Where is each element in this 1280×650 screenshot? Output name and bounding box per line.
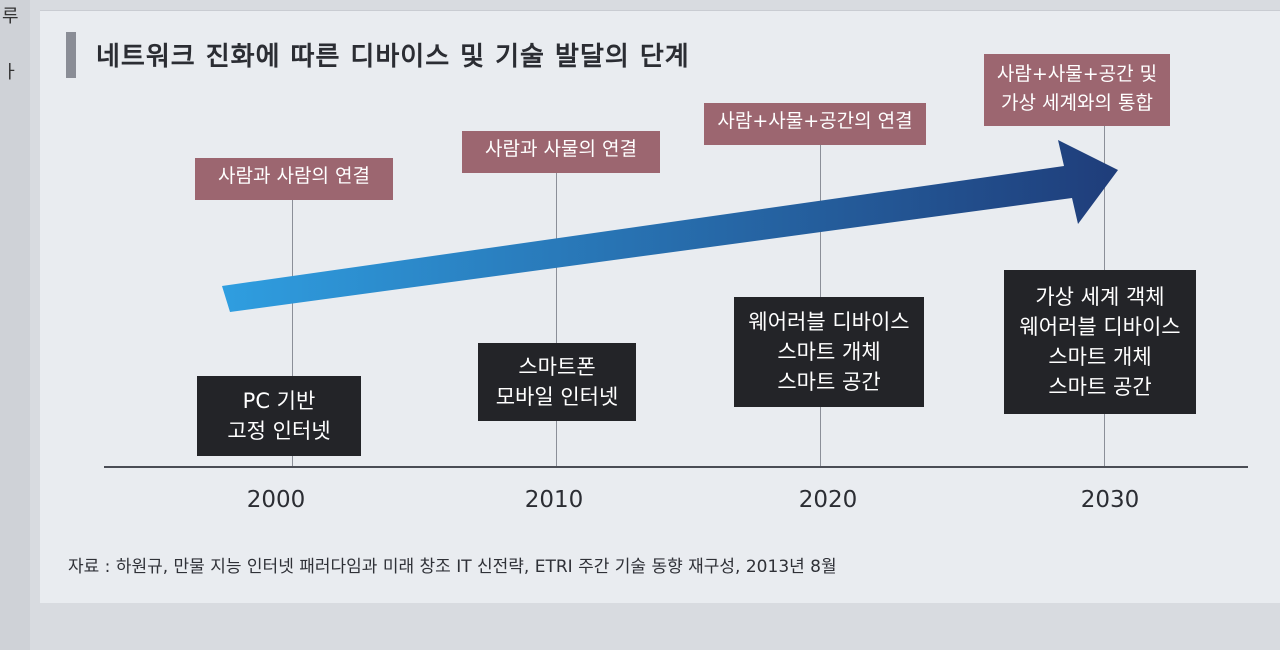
stage-label-line: 사람과 사람의 연결	[218, 165, 370, 187]
tech-item: 스마트 개체	[1048, 345, 1152, 369]
page-edge-char: 루	[2, 6, 19, 27]
year-label-2000: 2000	[246, 487, 306, 513]
stage-label-line: 사람+사물+공간 및	[996, 63, 1158, 85]
title-accent-bar	[66, 32, 76, 78]
tech-item: 스마트 공간	[1048, 375, 1152, 399]
stage-label-line: 가상 세계와의 통합	[1001, 92, 1153, 114]
stage-label-line: 사람과 사물의 연결	[485, 138, 637, 160]
tech-item: 모바일 인터넷	[495, 385, 619, 409]
stage-label-2030: 사람+사물+공간 및 가상 세계와의 통합	[984, 54, 1170, 126]
source-citation: 자료 : 하원규, 만물 지능 인터넷 패러다임과 미래 창조 IT 신전략, …	[68, 557, 837, 577]
stage-label-2000: 사람과 사람의 연결	[195, 158, 393, 200]
tech-item: 스마트 개체	[777, 340, 881, 364]
tech-box-2030: 가상 세계 객체 웨어러블 디바이스 스마트 개체 스마트 공간	[1004, 270, 1196, 414]
page-edge-char: ㅏ	[2, 62, 19, 83]
arrow-shape	[222, 140, 1118, 312]
timeline-guide-2000	[292, 198, 293, 466]
stage-label-2020: 사람+사물+공간의 연결	[704, 103, 926, 145]
year-label-2020: 2020	[798, 487, 858, 513]
tech-item: 웨어러블 디바이스	[1019, 315, 1181, 339]
year-label-2030: 2030	[1080, 487, 1140, 513]
tech-item: 웨어러블 디바이스	[748, 310, 910, 334]
timeline-guide-2010	[556, 170, 557, 466]
tech-item: 고정 인터넷	[227, 419, 331, 443]
stage-label-2010: 사람과 사물의 연결	[462, 131, 660, 173]
page-edge: 루 ㅏ	[0, 0, 30, 650]
timeline-axis	[104, 466, 1248, 468]
year-label-2010: 2010	[524, 487, 584, 513]
tech-item: 가상 세계 객체	[1035, 285, 1165, 309]
tech-item: 스마트폰	[518, 355, 596, 379]
figure-title: 네트워크 진화에 따른 디바이스 및 기술 발달의 단계	[96, 42, 690, 72]
tech-box-2010: 스마트폰 모바일 인터넷	[478, 343, 636, 421]
stage-label-line: 사람+사물+공간의 연결	[717, 110, 913, 132]
tech-box-2020: 웨어러블 디바이스 스마트 개체 스마트 공간	[734, 297, 924, 407]
tech-item: PC 기반	[242, 389, 316, 413]
tech-item: 스마트 공간	[777, 370, 881, 394]
tech-box-2000: PC 기반 고정 인터넷	[197, 376, 361, 456]
